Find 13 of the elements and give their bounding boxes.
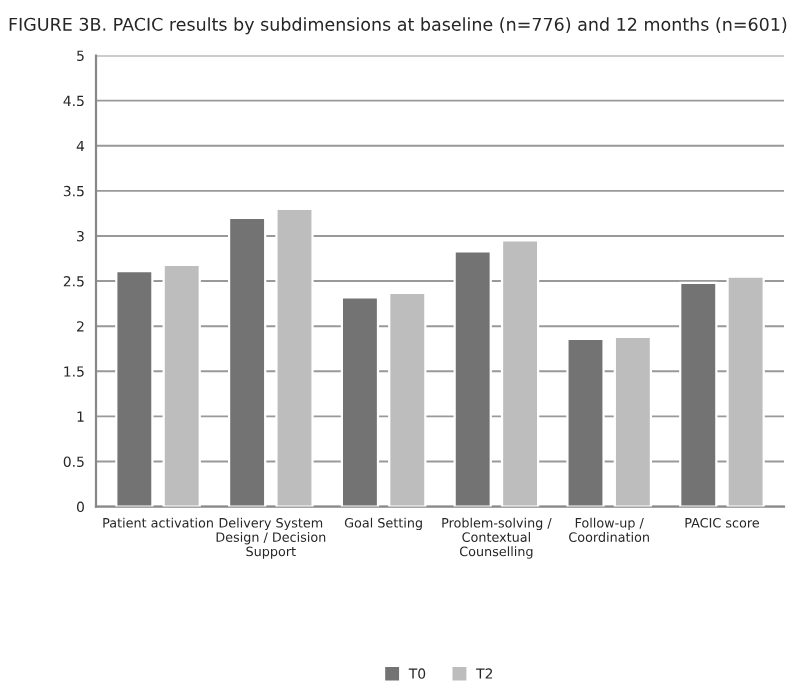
bar <box>566 337 605 507</box>
bar <box>275 207 314 507</box>
bar <box>340 296 380 507</box>
bar <box>388 291 427 507</box>
bar <box>115 270 154 507</box>
chart-title: FIGURE 3B. PACIC results by subdimensions at baseline (n=776) and 12 months (n=601) <box>9 17 787 35</box>
bar <box>453 250 492 507</box>
bar <box>162 263 201 507</box>
bar <box>613 335 653 507</box>
bar <box>227 216 267 507</box>
bar <box>726 275 765 507</box>
bar <box>679 281 718 507</box>
bar <box>500 239 540 507</box>
